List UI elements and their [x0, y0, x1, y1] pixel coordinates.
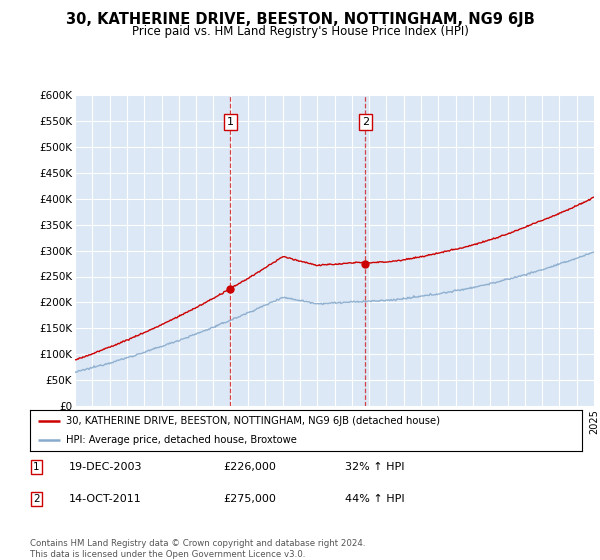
Text: 30, KATHERINE DRIVE, BEESTON, NOTTINGHAM, NG9 6JB (detached house): 30, KATHERINE DRIVE, BEESTON, NOTTINGHAM…: [66, 417, 440, 426]
Text: Contains HM Land Registry data © Crown copyright and database right 2024.
This d: Contains HM Land Registry data © Crown c…: [30, 539, 365, 559]
Text: Price paid vs. HM Land Registry's House Price Index (HPI): Price paid vs. HM Land Registry's House …: [131, 25, 469, 38]
Text: 1: 1: [34, 462, 40, 472]
Text: 32% ↑ HPI: 32% ↑ HPI: [344, 462, 404, 472]
Text: £275,000: £275,000: [223, 494, 276, 504]
Text: 14-OCT-2011: 14-OCT-2011: [68, 494, 142, 504]
Text: 2: 2: [362, 117, 369, 127]
Text: 2: 2: [34, 494, 40, 504]
Text: 1: 1: [227, 117, 233, 127]
Text: 19-DEC-2003: 19-DEC-2003: [68, 462, 142, 472]
Text: £226,000: £226,000: [223, 462, 276, 472]
Text: 44% ↑ HPI: 44% ↑ HPI: [344, 494, 404, 504]
Text: 30, KATHERINE DRIVE, BEESTON, NOTTINGHAM, NG9 6JB: 30, KATHERINE DRIVE, BEESTON, NOTTINGHAM…: [65, 12, 535, 27]
Text: HPI: Average price, detached house, Broxtowe: HPI: Average price, detached house, Brox…: [66, 435, 297, 445]
